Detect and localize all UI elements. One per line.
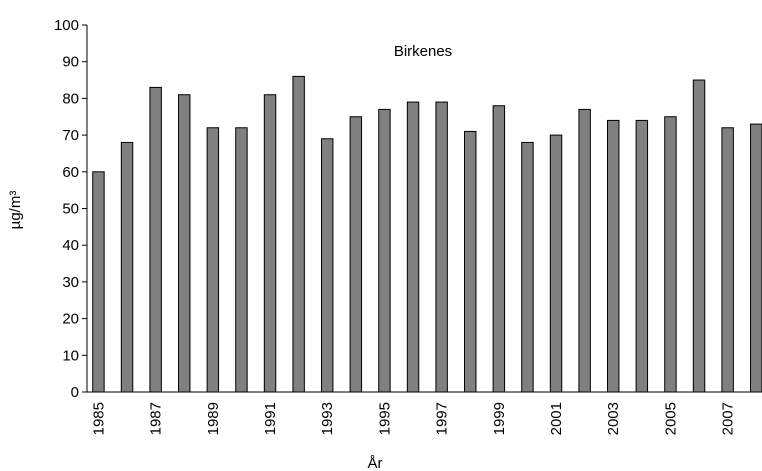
bar [149, 86, 162, 393]
bar [378, 108, 391, 393]
bar [578, 108, 591, 393]
x-tick-label: 1993 [319, 402, 336, 435]
y-tick-label: 70 [62, 127, 79, 144]
bar [235, 127, 248, 393]
x-tick-label: 2003 [605, 402, 622, 435]
bar [721, 127, 734, 393]
y-axis-label: µg/m³ [7, 191, 24, 230]
bar [292, 75, 305, 393]
x-tick-label: 1999 [491, 402, 508, 435]
x-tick-label: 1989 [205, 402, 222, 435]
x-tick-label: 1987 [148, 402, 165, 435]
y-tick-label: 20 [62, 311, 79, 328]
x-tick-label: 1997 [434, 402, 451, 435]
bar [263, 94, 277, 393]
y-tick-label: 80 [62, 90, 79, 107]
y-tick-label: 0 [71, 384, 79, 401]
x-tick-label: 2005 [662, 402, 679, 435]
bar [206, 127, 220, 393]
bar [120, 141, 134, 393]
y-tick-label: 60 [62, 164, 79, 181]
y-tick-label: 50 [62, 201, 79, 218]
y-tick-label: 10 [62, 347, 79, 364]
bar [549, 134, 563, 393]
y-tick-label: 40 [62, 237, 79, 254]
y-tick-label: 30 [62, 274, 79, 291]
x-tick-label: 1995 [376, 402, 393, 435]
x-tick-label: 1985 [90, 402, 107, 435]
bar [406, 101, 420, 393]
bar [492, 105, 506, 393]
bar [635, 119, 649, 393]
bar [664, 116, 677, 393]
bar [349, 116, 363, 393]
bar [435, 101, 448, 393]
y-tick-label: 90 [62, 54, 79, 71]
chart-title: Birkenes [394, 43, 452, 60]
x-tick-label: 2001 [548, 402, 565, 435]
x-tick-label: 2007 [720, 402, 737, 435]
bar [750, 123, 762, 393]
y-tick-label: 100 [54, 17, 79, 34]
bar [464, 130, 477, 393]
bar [607, 119, 620, 393]
x-axis-label: År [368, 455, 383, 471]
bar [521, 141, 534, 393]
bar [321, 138, 334, 393]
bar [692, 79, 706, 393]
bar [178, 94, 191, 393]
bar [92, 171, 105, 393]
x-tick-label: 1991 [262, 402, 279, 435]
